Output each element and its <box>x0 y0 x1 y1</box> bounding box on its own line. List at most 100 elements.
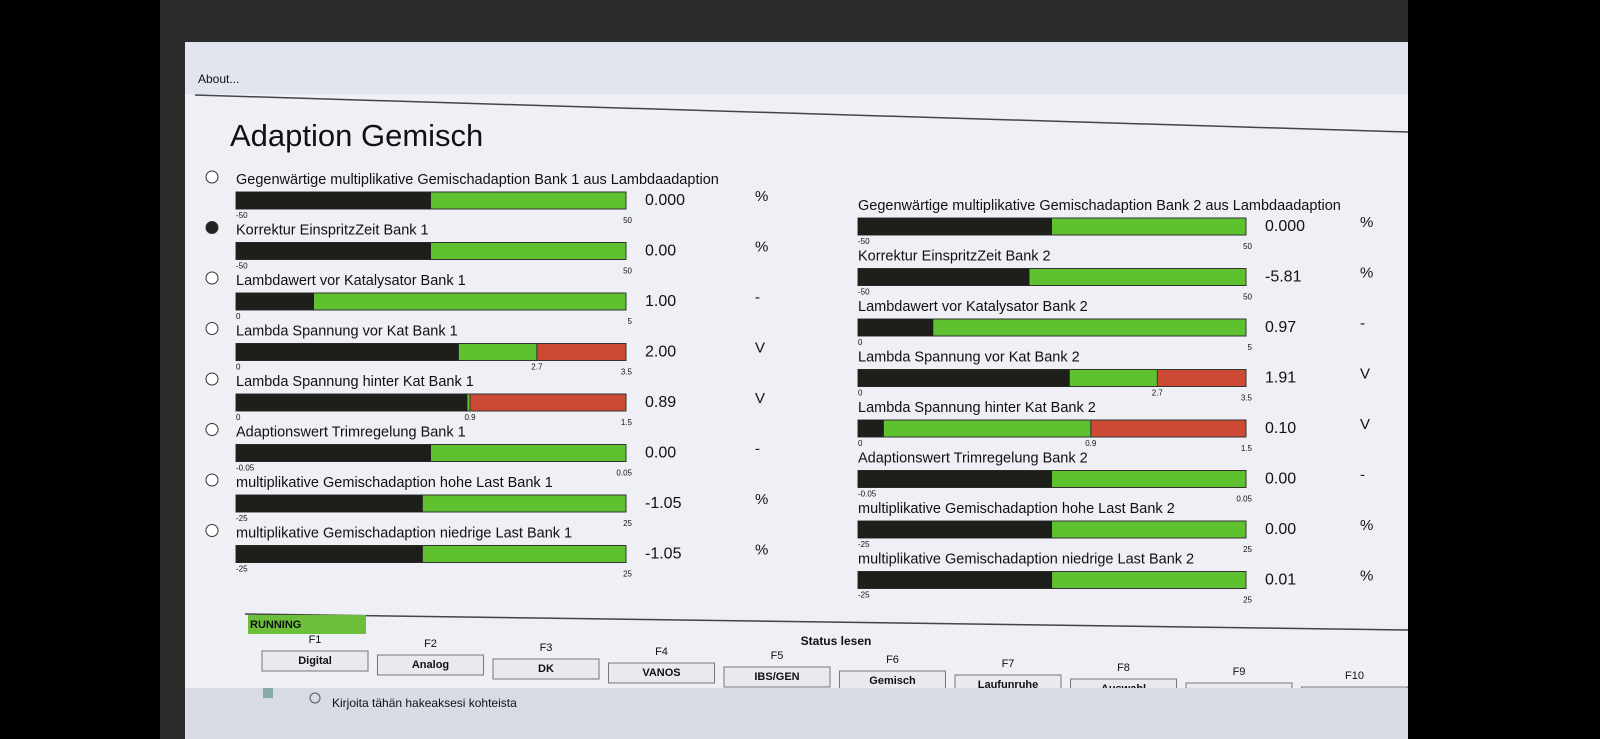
gauge-min: 0 <box>858 389 863 398</box>
start-button[interactable] <box>263 688 273 698</box>
gauge-threshold-label: 2.7 <box>1152 389 1164 398</box>
gauge-max: 50 <box>1243 242 1252 251</box>
gauge-value: 1.00 <box>645 293 676 310</box>
gauge-fill <box>858 470 1052 488</box>
gauge-label: multiplikative Gemischadaption niedrige … <box>236 525 572 541</box>
gauge-label: Lambda Spannung hinter Kat Bank 2 <box>858 400 1096 416</box>
gauge-unit: V <box>755 390 765 407</box>
radio-button[interactable] <box>205 473 219 487</box>
function-key-button[interactable] <box>608 662 715 684</box>
radio-button[interactable] <box>205 170 219 184</box>
gauge-max: 50 <box>1243 293 1252 302</box>
function-key-button[interactable] <box>377 654 484 676</box>
gauge-label: Korrektur EinspritzZeit Bank 1 <box>236 222 429 238</box>
function-key-label: Digital <box>298 655 332 667</box>
gauge-unit: - <box>1360 466 1365 483</box>
gauge-label: Gegenwärtige multiplikative Gemischadapt… <box>236 172 719 188</box>
gauge-min: -25 <box>858 591 870 600</box>
gauge-label: Lambda Spannung vor Kat Bank 1 <box>236 323 458 339</box>
gauge-min: 0 <box>236 363 241 372</box>
gauge-value: -1.05 <box>645 495 682 512</box>
gauge-value: 2.00 <box>645 344 676 361</box>
gauge-threshold-label: 0.9 <box>464 413 476 422</box>
radio-button[interactable] <box>205 271 219 285</box>
gauge-unit: % <box>755 541 768 558</box>
gauge-value: 0.01 <box>1265 572 1296 589</box>
function-key-code: F5 <box>771 650 784 662</box>
gauge-max: 25 <box>1243 596 1252 605</box>
gauge-value: 0.89 <box>645 394 676 411</box>
function-key-code: F6 <box>886 654 899 666</box>
gauge-value: -1.05 <box>645 546 682 563</box>
gauge-max: 25 <box>623 519 632 528</box>
gauge-label: Lambda Spannung hinter Kat Bank 1 <box>236 374 474 390</box>
gauge-label: Lambda Spannung vor Kat Bank 2 <box>858 349 1080 365</box>
gauge-min: -50 <box>236 262 248 271</box>
radio-button[interactable] <box>205 221 219 234</box>
gauge-max: 3.5 <box>621 368 633 377</box>
menu-about[interactable]: About... <box>198 72 239 86</box>
gauge-unit: V <box>1360 416 1370 433</box>
gauge-fill <box>858 319 934 336</box>
gauge-unit: % <box>755 238 768 255</box>
gauge-min: -50 <box>236 211 248 220</box>
gauge-alarm-zone <box>1156 369 1247 387</box>
page-title: Adaption Gemisch <box>230 118 483 153</box>
app-window <box>185 42 1408 739</box>
gauge-min: -0.05 <box>858 490 877 499</box>
function-key-button[interactable] <box>261 650 369 672</box>
gauge-max: 1.5 <box>1241 444 1253 453</box>
gauge-unit: % <box>755 188 768 205</box>
function-key-label: Gemisch <box>869 675 916 687</box>
gauge-value: 0.00 <box>645 445 676 462</box>
gauge-fill <box>858 268 1030 286</box>
gauge-label: Gegenwärtige multiplikative Gemischadapt… <box>858 198 1341 214</box>
gauge-min: -50 <box>858 237 870 246</box>
radio-button[interactable] <box>205 322 219 335</box>
gauge-min: -25 <box>236 565 248 574</box>
function-key-code: F2 <box>424 638 437 650</box>
gauge-value: 0.000 <box>1265 218 1305 235</box>
gauge-min: -25 <box>858 540 870 549</box>
gauge-max: 0.05 <box>1236 495 1252 504</box>
function-key-code: F4 <box>655 646 668 658</box>
gauge-value: -5.81 <box>1265 269 1302 286</box>
gauge-min: -0.05 <box>236 464 255 473</box>
function-key-code: F3 <box>540 642 553 654</box>
gauge-fill <box>858 420 884 437</box>
gauge-value: 1.91 <box>1265 370 1296 387</box>
radio-button[interactable] <box>205 423 219 436</box>
function-key-label: Laufunruhe <box>978 679 1039 691</box>
gauge-alarm-zone <box>536 343 627 361</box>
gauge-value: 0.00 <box>1265 521 1296 538</box>
taskbar <box>185 688 1408 739</box>
gauge-max: 1.5 <box>621 418 633 427</box>
gauge-unit: % <box>1360 517 1373 534</box>
gauge-threshold-label: 0.9 <box>1085 439 1097 448</box>
gauge-label: Adaptionswert Trimregelung Bank 1 <box>236 424 466 440</box>
gauge-max: 3.5 <box>1241 394 1253 403</box>
taskbar-search[interactable]: Kirjoita tähän hakeaksesi kohteista <box>332 696 517 710</box>
gauge-value: 0.00 <box>1265 471 1296 488</box>
function-key-code: F1 <box>309 634 322 646</box>
function-key-code: F9 <box>1233 666 1246 678</box>
search-icon <box>309 692 321 704</box>
gauge-unit: V <box>755 339 765 356</box>
gauge-unit: - <box>755 289 760 306</box>
function-key-code: F7 <box>1002 658 1015 670</box>
gauge-value: 0.97 <box>1265 319 1296 336</box>
radio-button[interactable] <box>205 524 219 537</box>
gauge-value: 0.00 <box>645 243 676 260</box>
function-key-label: DK <box>538 663 554 675</box>
radio-button[interactable] <box>205 372 219 386</box>
gauge-max: 50 <box>623 216 632 225</box>
function-key-button[interactable] <box>492 658 600 680</box>
footer-rule <box>244 613 1409 631</box>
key-group-label: Status lesen <box>801 634 872 648</box>
function-key-button[interactable] <box>723 666 831 688</box>
gauge-fill <box>858 521 1052 538</box>
status-indicator <box>248 615 366 634</box>
gauge-fill <box>236 192 431 209</box>
gauge-fill <box>858 369 1070 387</box>
